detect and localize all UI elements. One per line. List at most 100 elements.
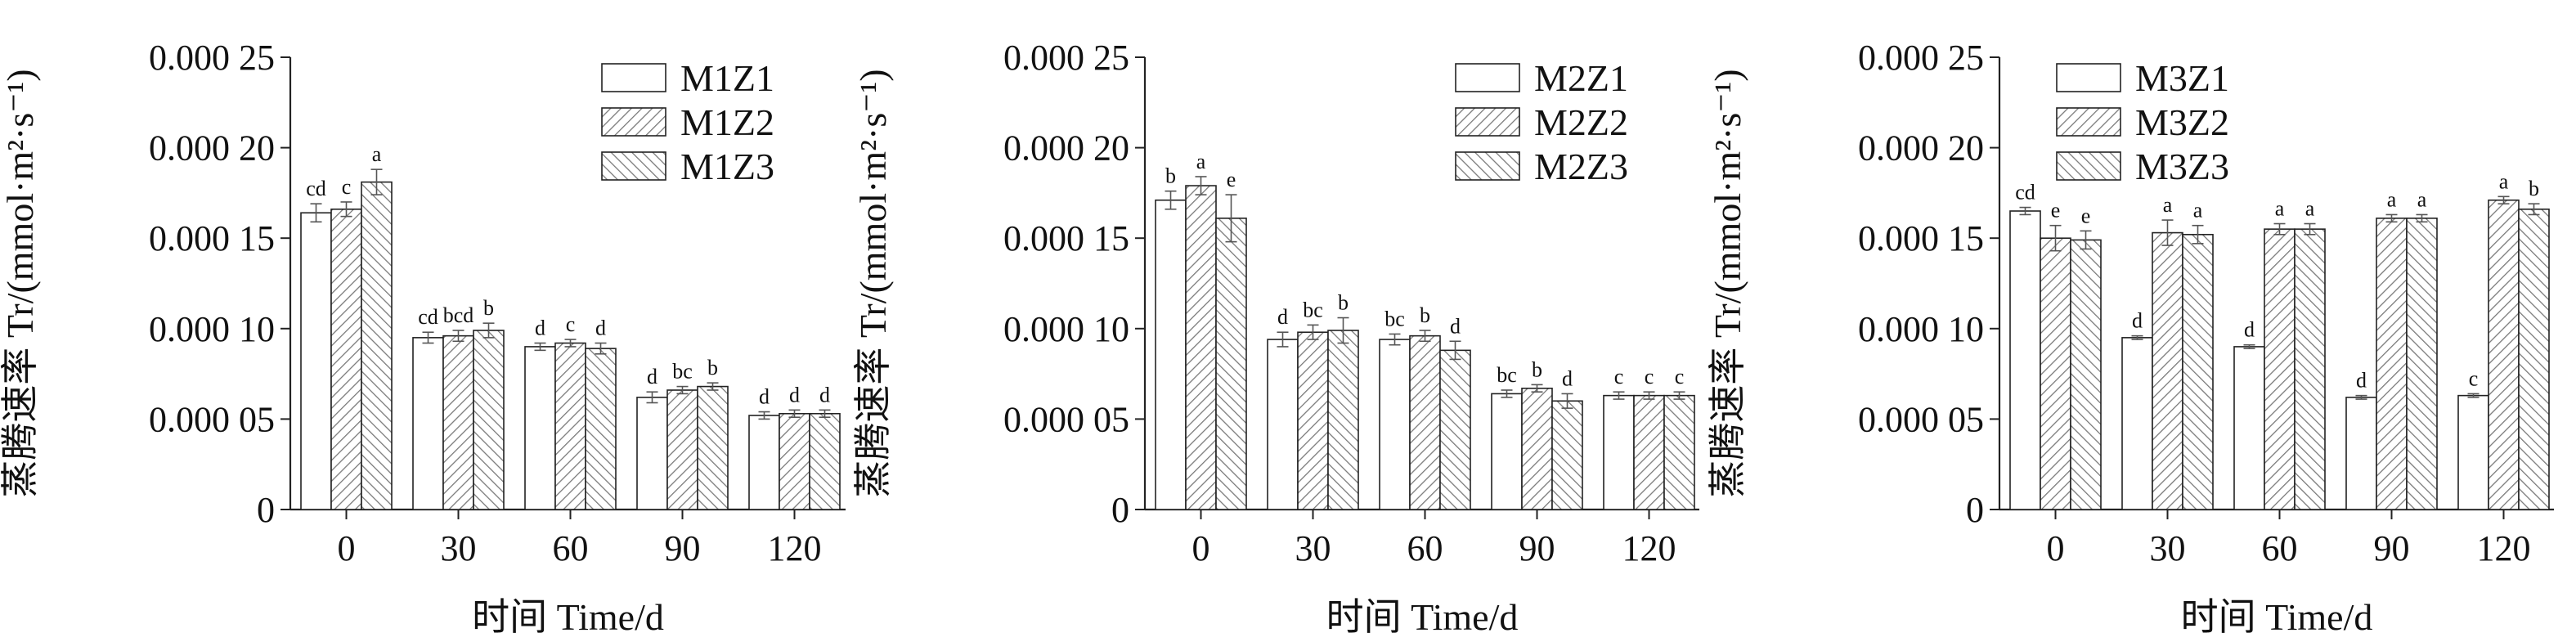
y-tick-label: 0.000 10 [1858,309,1984,349]
y-tick-label: 0 [1966,490,1984,530]
significance-label: a [2305,197,2315,221]
bar-M1Z2 [666,389,698,510]
significance-label: c [2469,366,2479,390]
significance-label: d [1562,366,1573,390]
legend-swatch-M1Z3 [601,151,666,181]
legend-label: M2Z2 [1534,101,1628,143]
significance-label: a [2387,187,2397,211]
x-axis-title: 时间 Time/d [472,596,664,638]
bar-M1Z3 [473,330,505,510]
bar-M2Z3 [1663,394,1695,510]
significance-label: d [2244,318,2255,342]
x-tick-label: 120 [768,528,822,568]
significance-label: bc [1384,307,1405,330]
chart-panel-1: 0 0.000 05 0.000 10 0.000 15 0.000 20 0.000 2… [0,38,846,638]
significance-label: b [483,296,494,320]
bar-M2Z2 [1633,394,1665,510]
x-tick-label: 60 [2262,528,2298,568]
significance-label: a [2163,193,2173,217]
bar-M3Z1 [2009,210,2041,510]
bar-M3Z3 [2182,233,2214,510]
significance-label: b [707,356,718,379]
bar-M2Z3 [1327,330,1359,510]
significance-label: b [1165,164,1176,188]
x-tick-label: 90 [2374,528,2410,568]
legend-label: M1Z1 [680,57,774,99]
bar-M1Z1 [748,415,780,510]
significance-label: cd [2015,181,2035,204]
significance-label: a [372,142,382,166]
bar-M3Z2 [2152,231,2183,510]
bar-M2Z3 [1551,400,1583,510]
bar-M1Z2 [442,334,474,510]
bar-M1Z1 [636,397,668,510]
legend-swatch-M3Z2 [2056,107,2121,137]
significance-label: d [1450,314,1461,338]
chart-panel-3: 0 0.000 05 0.000 10 0.000 15 0.000 20 0.000 2… [1707,38,2554,638]
bar-M2Z2 [1409,334,1441,510]
bar-M2Z3 [1439,349,1471,510]
y-tick-label: 0.000 10 [1003,309,1129,349]
significance-label: a [2193,199,2203,222]
bar-M2Z2 [1521,387,1553,510]
x-tick-label: 0 [1192,528,1210,568]
bar-M3Z1 [2345,397,2377,510]
significance-label: c [1614,365,1624,388]
legend-swatch-M2Z2 [1455,107,1520,137]
x-tick-label: 30 [1295,528,1331,568]
significance-label: cd [306,177,326,200]
bar-M1Z3 [361,181,393,510]
y-axis-title: 蒸腾速率 Tr/(mmol·m²·s⁻¹) [852,69,894,497]
significance-label: d [2356,369,2367,393]
bar-M3Z3 [2406,218,2438,510]
legend-swatch-M2Z1 [1455,63,1520,92]
y-tick-label: 0.000 20 [1003,128,1129,168]
significance-label: b [1532,357,1542,381]
x-tick-label: 120 [1622,528,1676,568]
y-tick-label: 0.000 25 [1003,38,1129,78]
bar-M2Z1 [1603,394,1635,510]
significance-label: a [2275,197,2285,221]
significance-label: d [535,316,545,339]
bar-M3Z1 [2233,346,2265,510]
legend-swatch-M1Z2 [601,107,666,137]
significance-label: a [2417,187,2427,211]
significance-label: b [1420,303,1430,327]
significance-label: d [789,383,800,406]
bar-M1Z2 [330,209,362,510]
x-tick-label: 0 [338,528,356,568]
x-tick-label: 30 [441,528,477,568]
bar-M1Z2 [779,412,810,510]
significance-label: b [2529,177,2539,200]
y-tick-label: 0.000 15 [1003,218,1129,258]
y-tick-label: 0 [257,490,275,530]
legend-swatch-M3Z3 [2056,151,2121,181]
significance-label: d [759,385,770,409]
bar-M2Z3 [1215,218,1247,510]
x-tick-label: 60 [1407,528,1443,568]
y-tick-label: 0.000 10 [149,309,275,349]
x-tick-label: 30 [2150,528,2186,568]
significance-label: d [819,383,830,406]
y-tick-label: 0.000 05 [1003,399,1129,439]
significance-label: e [2051,199,2061,222]
y-tick-label: 0.000 25 [1858,38,1984,78]
significance-label: d [595,316,606,339]
bar-M1Z3 [809,412,841,510]
bar-M2Z1 [1379,339,1411,510]
significance-label: d [1277,305,1288,329]
bar-M1Z1 [524,346,556,510]
y-tick-label: 0.000 15 [149,218,275,258]
significance-label: e [1227,168,1236,191]
legend-label: M2Z3 [1534,146,1628,187]
legend-swatch-M2Z3 [1455,151,1520,181]
bar-M3Z2 [2488,199,2520,510]
bar-M2Z2 [1297,331,1329,510]
bar-M3Z1 [2457,394,2489,510]
significance-label: d [647,365,657,388]
bar-M2Z1 [1155,199,1187,510]
significance-label: cd [418,305,438,329]
bar-M3Z3 [2518,209,2550,510]
legend-label: M1Z2 [680,101,774,143]
